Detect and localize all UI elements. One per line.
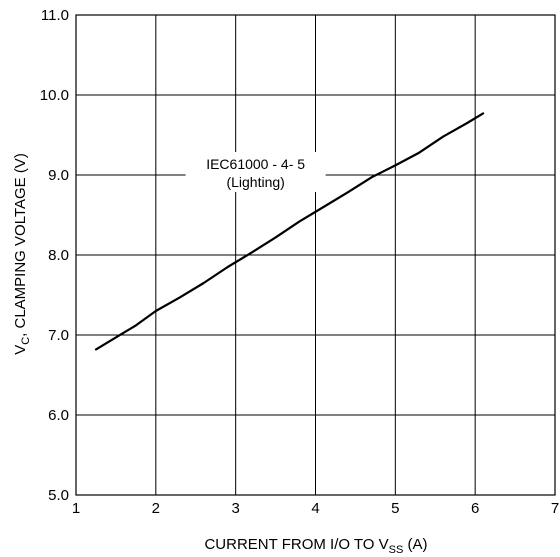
x-tick-label: 1: [72, 500, 80, 517]
y-tick-label: 8.0: [48, 247, 69, 264]
x-tick-label: 7: [551, 500, 559, 517]
x-axis-label-main: CURRENT FROM I/O TO V: [204, 536, 388, 553]
x-tick-label: 6: [471, 500, 479, 517]
y-axis-label-main: , CLAMPING VOLTAGE (V): [12, 153, 29, 337]
x-axis-label-sub: SS: [389, 544, 404, 556]
x-tick-label: 5: [391, 500, 399, 517]
y-tick-label: 11.0: [41, 7, 69, 24]
y-tick-label: 6.0: [48, 407, 69, 424]
x-axis-label-unit: (A): [403, 536, 427, 553]
x-axis-label: CURRENT FROM I/O TO VSS (A): [204, 536, 427, 556]
annotation-background: [185, 152, 326, 192]
x-tick-label: 2: [152, 500, 160, 517]
annotation-line-2: (Lighting): [226, 174, 284, 190]
y-tick-label: 5.0: [48, 487, 69, 504]
annotations: IEC61000 - 4- 5 (Lighting): [185, 152, 326, 192]
series-line: [94, 112, 485, 351]
y-axis-label: VC, CLAMPING VOLTAGE (V): [12, 153, 32, 355]
y-tick-label: 10.0: [40, 87, 69, 104]
plot-frame: [75, 14, 556, 496]
x-tick-label: 3: [231, 500, 239, 517]
annotation-line-1: IEC61000 - 4- 5: [206, 156, 305, 172]
tick-labels: 1 2 3 4 5 6 7 5.0 6.0 7.0 8.0 9.0 10.0 11.0: [40, 7, 559, 517]
y-axis-label-prefix: V: [12, 345, 29, 355]
grid: [75, 14, 556, 496]
y-tick-label: 9.0: [48, 167, 69, 184]
y-axis-label-sub: C: [20, 337, 32, 345]
plot-lines: [94, 112, 485, 351]
y-tick-label: 7.0: [48, 327, 69, 344]
x-tick-label: 4: [311, 500, 319, 517]
